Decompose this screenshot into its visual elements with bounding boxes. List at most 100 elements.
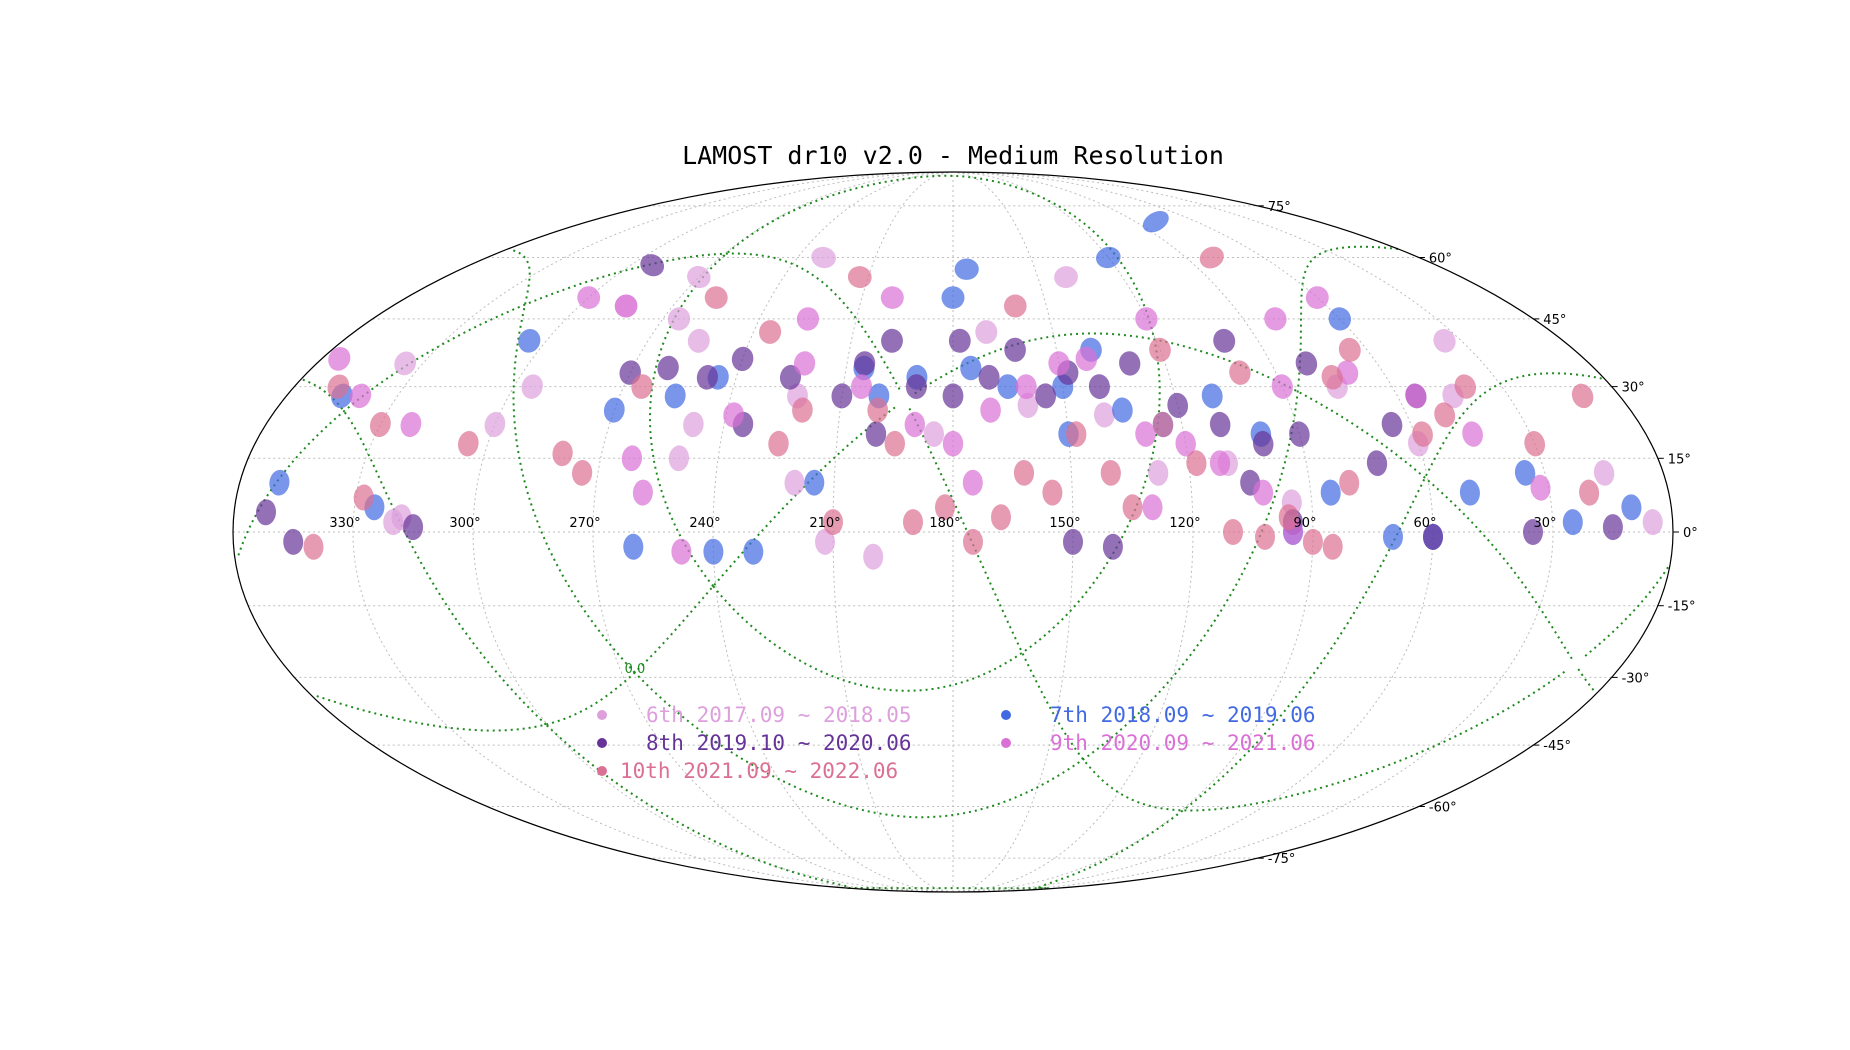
footprint-point [703, 538, 724, 565]
footprint-point [1271, 374, 1293, 399]
footprint-point [980, 397, 1001, 423]
footprint-point [1571, 383, 1594, 409]
footprint-point [1459, 479, 1480, 506]
footprint-point [1102, 533, 1123, 560]
footprint-point [1149, 337, 1171, 362]
ra-tick-label: 330° [329, 516, 360, 531]
ra-tick-labels: 330° 300° 270° 240° 210° 180° 150° 120° 90° 60° 30… [329, 516, 1556, 531]
galactic-line [510, 248, 636, 674]
footprint-point [1088, 374, 1110, 399]
ra-tick-label: 270° [569, 516, 600, 531]
footprint-point [327, 374, 350, 399]
legend-label: 7th 2018.09 ~ 2019.06 [1050, 703, 1316, 727]
footprint-point [990, 504, 1012, 531]
footprint-point [1135, 421, 1156, 447]
footprint-point [1320, 479, 1341, 506]
footprint-point [822, 509, 844, 536]
galactic-meridian [316, 404, 899, 732]
footprint-point [1167, 392, 1189, 418]
ra-gridline [352, 171, 954, 893]
footprint-point [731, 346, 754, 372]
footprint-point [880, 286, 904, 309]
footprint-point [521, 374, 543, 399]
legend-label: 6th 2017.09 ~ 2018.05 [646, 703, 912, 727]
footprint-point [792, 397, 813, 423]
footprint-point [1003, 294, 1027, 318]
graticule [232, 171, 1673, 893]
footprint-point [923, 421, 945, 447]
dec-tick-label: 0° [1683, 526, 1698, 541]
footprint-point [1048, 351, 1070, 376]
footprint-point [902, 509, 924, 536]
footprint-point [1382, 523, 1404, 550]
footprint-point [683, 411, 704, 438]
footprint-point [1142, 211, 1169, 233]
footprint-point [621, 445, 643, 472]
footprint-point [687, 266, 711, 289]
footprint-point [400, 411, 422, 438]
footprint-point [723, 402, 744, 428]
galactic-meridian [1577, 668, 1596, 693]
footprint-point [1405, 383, 1427, 409]
footprint-point [997, 374, 1019, 399]
dec-tick-label: 75° [1268, 200, 1291, 215]
footprint-point [942, 383, 964, 409]
legend-marker [597, 738, 607, 748]
footprint-point [978, 364, 1000, 390]
footprint-point [1254, 523, 1276, 550]
footprint-point [948, 328, 971, 353]
footprint-point [863, 543, 884, 570]
footprint-point [1321, 365, 1343, 390]
footprint-point [1062, 528, 1084, 555]
footprint-point [814, 528, 836, 555]
footprint-point [1148, 460, 1169, 486]
legend-label: 10th 2021.09 ~ 2022.06 [620, 759, 898, 783]
footprint-point [603, 397, 625, 423]
footprint-point [704, 286, 728, 309]
footprint-point [1186, 450, 1207, 477]
dec-tick-label: 60° [1429, 252, 1452, 267]
footprint-point [1054, 266, 1078, 289]
legend-label: 8th 2019.10 ~ 2020.06 [646, 731, 912, 755]
footprint-point [1434, 402, 1456, 428]
footprint-point [1433, 329, 1456, 353]
footprint-point [1454, 374, 1477, 399]
footprint-point [1100, 460, 1121, 486]
ra-tick-label: 300° [449, 516, 480, 531]
footprint-point [935, 494, 955, 521]
footprint-point [1305, 286, 1329, 309]
galactic-line [545, 372, 1602, 890]
ra-gridline [952, 171, 1554, 893]
footprint-point [1209, 450, 1231, 477]
footprint-point [349, 383, 372, 409]
footprint-point [1119, 351, 1141, 376]
footprint-point [1112, 397, 1133, 423]
footprint-point [1381, 411, 1403, 438]
footprint-point [847, 266, 872, 289]
footprint-point [518, 328, 541, 353]
footprint-point [668, 445, 690, 472]
footprint-point [1412, 421, 1433, 447]
ra-tick-label: 180° [929, 516, 960, 531]
footprint-point [353, 484, 374, 511]
footprint-point [1524, 431, 1546, 457]
footprint-point [960, 355, 982, 381]
footprint-point [1015, 374, 1037, 399]
footprint-point [954, 258, 979, 280]
footprint-point [671, 538, 692, 565]
footprint-point [1289, 421, 1310, 447]
footprint-point [853, 351, 876, 376]
footprint-point [369, 411, 391, 438]
footprint-point [1093, 402, 1115, 428]
galactic-meridian [908, 407, 1566, 812]
footprint-point [1213, 328, 1236, 353]
footprint-point [1017, 392, 1039, 418]
footprint-point [1013, 460, 1035, 486]
footprint-point [793, 351, 816, 376]
footprint-point [1135, 307, 1158, 331]
footprint-point [1514, 460, 1536, 486]
footprint-point [1152, 411, 1174, 438]
ra-tick-label: 60° [1413, 516, 1436, 531]
footprint-point [1523, 519, 1543, 545]
